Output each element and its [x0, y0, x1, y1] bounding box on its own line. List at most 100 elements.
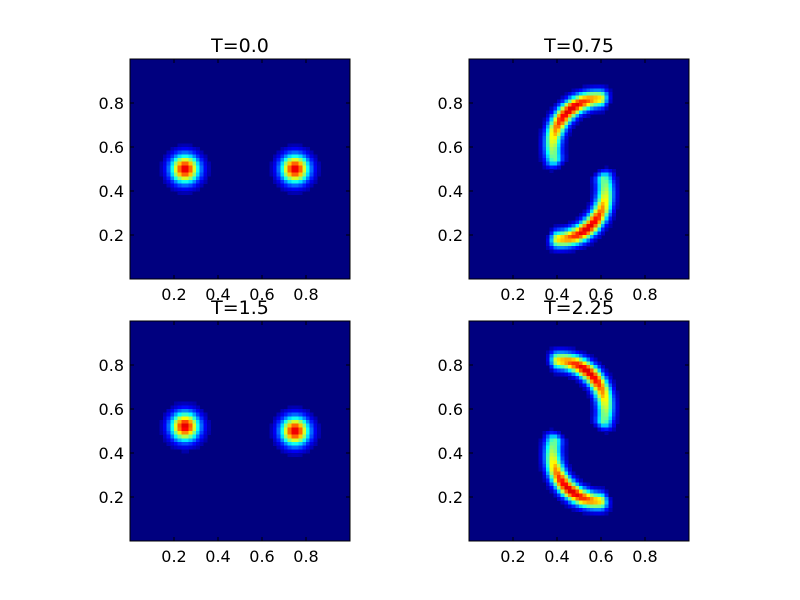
heatmap-cell	[590, 227, 595, 232]
heatmap-cell	[298, 442, 303, 447]
heatmap-cell	[181, 165, 186, 170]
heatmap-cell	[313, 438, 318, 443]
heatmap-cell	[269, 431, 274, 436]
heatmap-cell	[564, 95, 569, 100]
heatmap-cell	[586, 376, 591, 381]
heatmap-cell	[608, 379, 613, 384]
heatmap-cell	[302, 176, 307, 181]
heatmap-cell	[597, 508, 602, 513]
heatmap-cell	[203, 161, 208, 166]
heatmap-cell	[575, 99, 580, 104]
heatmap-cell	[196, 445, 201, 450]
heatmap-cell	[568, 117, 573, 122]
heatmap-cell	[560, 438, 565, 443]
heatmap-cell	[166, 180, 171, 185]
heatmap-cell	[295, 150, 300, 155]
heatmap-cell	[309, 431, 314, 436]
heatmap-cell	[564, 368, 569, 373]
heatmap-cell	[163, 161, 168, 166]
heatmap-cell	[604, 103, 609, 108]
heatmap-cell	[291, 161, 296, 166]
heatmap-cell	[560, 361, 565, 366]
heatmap-cell	[608, 224, 613, 229]
heatmap-cell	[553, 106, 558, 111]
heatmap-cell	[590, 398, 595, 403]
heatmap-cell	[546, 165, 551, 170]
heatmap-cell	[185, 191, 190, 196]
heatmap-cell	[188, 416, 193, 421]
heatmap-cell	[564, 438, 569, 443]
heatmap-cell	[196, 158, 201, 163]
heatmap-cell	[604, 205, 609, 210]
heatmap-cell	[306, 427, 311, 432]
heatmap-cell	[586, 489, 591, 494]
heatmap-cell	[579, 213, 584, 218]
heatmap-cell	[298, 431, 303, 436]
heatmap-cell	[166, 176, 171, 181]
heatmap-cell	[174, 409, 179, 414]
heatmap-cell	[174, 405, 179, 410]
heatmap-cell	[586, 110, 591, 115]
heatmap-cell	[287, 442, 292, 447]
heatmap-cell	[291, 150, 296, 155]
heatmap-cell	[601, 379, 606, 384]
heatmap-cell	[575, 482, 580, 487]
heatmap-cell	[163, 412, 168, 417]
heatmap-cell	[287, 423, 292, 428]
heatmap-cell	[597, 423, 602, 428]
heatmap-cell	[295, 187, 300, 192]
heatmap-cell	[192, 405, 197, 410]
heatmap-cell	[188, 401, 193, 406]
heatmap-cell	[590, 216, 595, 221]
heatmap-cell	[560, 147, 565, 152]
heatmap-cell	[601, 191, 606, 196]
heatmap-cell	[608, 213, 613, 218]
heatmap-cell	[181, 183, 186, 188]
heatmap-cell	[586, 500, 591, 505]
heatmap-cell	[564, 150, 569, 155]
heatmap-cell	[586, 361, 591, 366]
heatmap-cell	[575, 357, 580, 362]
heatmap-cell	[590, 92, 595, 97]
heatmap-cell	[549, 106, 554, 111]
heatmap-cell	[579, 504, 584, 509]
heatmap-cell	[546, 442, 551, 447]
heatmap-cell	[553, 158, 558, 163]
heatmap-cell	[280, 147, 285, 152]
heatmap-cell	[553, 354, 558, 359]
heatmap-cell	[291, 438, 296, 443]
heatmap-cell	[575, 231, 580, 236]
heatmap-cell	[604, 497, 609, 502]
heatmap-cell	[174, 183, 179, 188]
heatmap-cell	[593, 187, 598, 192]
heatmap-cell	[317, 169, 322, 174]
heatmap-cell	[597, 84, 602, 89]
heatmap-cell	[597, 379, 602, 384]
heatmap-cell	[302, 438, 307, 443]
heatmap-cell	[170, 405, 175, 410]
heatmap-cell	[181, 420, 186, 425]
heatmap-cell	[557, 442, 562, 447]
heatmap-cell	[568, 504, 573, 509]
heatmap-cell	[276, 434, 281, 439]
heatmap-cell	[553, 150, 558, 155]
heatmap-cell	[192, 169, 197, 174]
heatmap-cell	[590, 405, 595, 410]
heatmap-cell	[586, 205, 591, 210]
heatmap-cell	[280, 154, 285, 159]
heatmap-cell	[170, 180, 175, 185]
heatmap-cell	[608, 423, 613, 428]
heatmap-cell	[575, 106, 580, 111]
heatmap-cell	[571, 489, 576, 494]
heatmap-cell	[163, 416, 168, 421]
heatmap-cell	[612, 383, 617, 388]
heatmap-cell	[564, 154, 569, 159]
heatmap-cell	[159, 420, 164, 425]
heatmap-cell	[590, 387, 595, 392]
heatmap-cell	[590, 242, 595, 247]
heatmap-cell	[284, 416, 289, 421]
heatmap-cell	[593, 357, 598, 362]
heatmap-cell	[601, 216, 606, 221]
heatmap-cell	[597, 198, 602, 203]
heatmap-cell	[597, 227, 602, 232]
